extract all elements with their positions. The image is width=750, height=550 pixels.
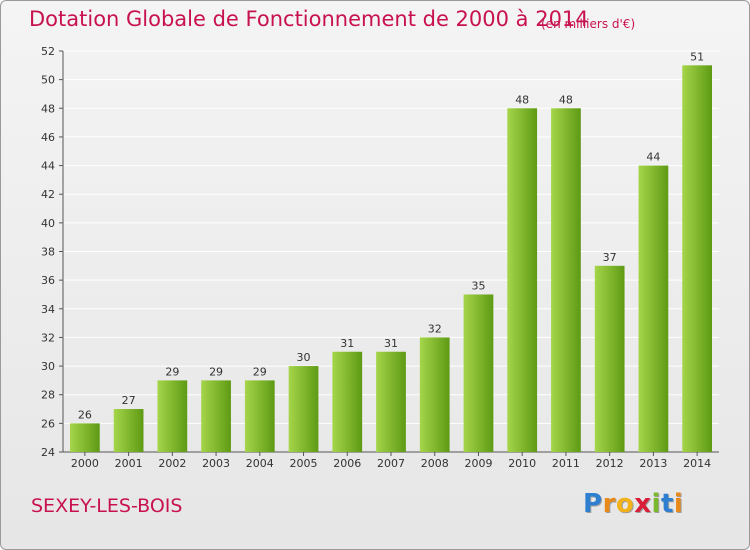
bar-2005 [288, 366, 319, 452]
x-tick-label-2005: 2005 [290, 457, 318, 470]
bar-2012 [594, 265, 625, 452]
chart-title: Dotation Globale de Fonctionnement de 20… [29, 7, 589, 31]
x-tick-label-2009: 2009 [464, 457, 492, 470]
logo-letter: P [583, 489, 603, 519]
proxiti-logo: Proxiti [583, 489, 683, 519]
y-tick-label: 24 [41, 446, 55, 459]
x-tick-label-2014: 2014 [683, 457, 711, 470]
data-label-2004: 29 [253, 365, 267, 378]
x-tick-label-2012: 2012 [596, 457, 624, 470]
data-label-2013: 44 [646, 151, 660, 164]
bar-2009 [463, 294, 494, 452]
data-label-2003: 29 [209, 365, 223, 378]
x-tick-label-2007: 2007 [377, 457, 405, 470]
x-tick-label-2003: 2003 [202, 457, 230, 470]
data-label-2012: 37 [603, 251, 617, 264]
bar-2004 [244, 380, 275, 452]
bar-2013 [638, 165, 669, 453]
bar-2001 [113, 409, 144, 452]
logo-letter: i [651, 489, 661, 519]
y-tick-label: 42 [41, 188, 55, 201]
data-label-2008: 32 [428, 322, 442, 335]
data-label-2009: 35 [471, 279, 485, 292]
data-label-2011: 48 [559, 93, 573, 106]
bar-2014 [682, 65, 713, 453]
logo-letter: t [660, 489, 674, 519]
x-tick-label-2006: 2006 [333, 457, 361, 470]
y-tick-label: 40 [41, 217, 55, 230]
y-tick-label: 46 [41, 131, 55, 144]
data-label-2000: 26 [78, 408, 92, 421]
data-label-2002: 29 [165, 365, 179, 378]
x-tick-label-2001: 2001 [115, 457, 143, 470]
y-tick-label: 30 [41, 360, 55, 373]
bar-2002 [157, 380, 188, 452]
x-tick-label-2013: 2013 [639, 457, 667, 470]
bar-2007 [376, 351, 406, 452]
y-tick-label: 28 [41, 389, 55, 402]
logo-letter: x [634, 489, 652, 519]
y-tick-label: 52 [41, 45, 55, 58]
y-tick-label: 48 [41, 102, 55, 115]
data-label-2001: 27 [122, 394, 136, 407]
x-tick-label-2004: 2004 [246, 457, 274, 470]
y-tick-label: 26 [41, 417, 55, 430]
data-label-2010: 48 [515, 93, 529, 106]
bar-2000 [69, 423, 100, 452]
y-tick-label: 34 [41, 303, 55, 316]
y-tick-label: 38 [41, 246, 55, 259]
logo-letter: o [615, 489, 635, 519]
data-label-2007: 31 [384, 337, 398, 350]
bar-2008 [419, 337, 450, 452]
x-tick-label-2008: 2008 [421, 457, 449, 470]
data-label-2005: 30 [297, 351, 311, 364]
bar-2010 [507, 108, 538, 453]
bar-2003 [201, 380, 231, 452]
y-tick-label: 32 [41, 331, 55, 344]
bar-2011 [551, 108, 581, 453]
y-tick-label: 50 [41, 74, 55, 87]
data-label-2014: 51 [690, 50, 704, 63]
logo-letter: r [602, 489, 616, 519]
labels: 24 26 28 30 32 34 36 38 40 42 44 46 48 50 52 26 2000 27 20… [41, 45, 711, 470]
y-tick-label: 44 [41, 160, 55, 173]
x-tick-label-2011: 2011 [552, 457, 580, 470]
y-tick-label: 36 [41, 274, 55, 287]
x-tick-label-2002: 2002 [158, 457, 186, 470]
chart-subtitle: (en milliers d'€) [541, 17, 636, 31]
logo-letter: i [673, 489, 684, 519]
x-tick-label-2000: 2000 [71, 457, 99, 470]
data-label-2006: 31 [340, 337, 354, 350]
bars [69, 65, 713, 453]
bar-2006 [332, 351, 363, 452]
commune-name: SEXEY-LES-BOIS [31, 495, 183, 517]
x-tick-label-2010: 2010 [508, 457, 536, 470]
